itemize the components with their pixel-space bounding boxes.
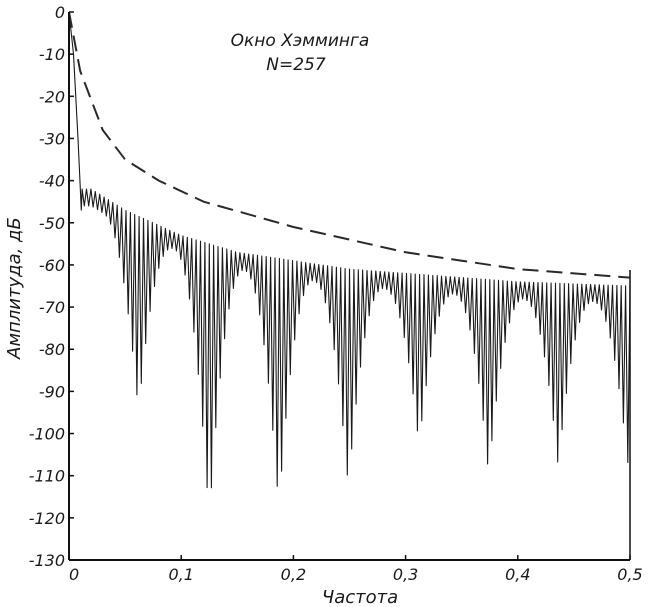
- y-tick-label: -50: [39, 214, 65, 233]
- annotation-length: N=257: [266, 55, 326, 75]
- y-tick-label: -30: [39, 129, 65, 148]
- y-tick-label: -120: [29, 509, 65, 528]
- axis-layer: 0 -10 -20 -30 -40 -50 -60 -70 -80 -90 -100 -110 -120…: [29, 3, 643, 584]
- y-tick-label: -90: [39, 382, 65, 401]
- envelope-dashed-curve: [68, 11, 631, 279]
- y-tick-label: -130: [29, 551, 65, 570]
- plot-layer: [68, 11, 631, 489]
- x-axis-title: Частота: [322, 587, 398, 607]
- y-tick-label: -110: [29, 467, 65, 486]
- y-axis-title: Амплитуда, дБ: [4, 217, 25, 360]
- x-tick-label: 0,5: [617, 565, 642, 584]
- y-tick-label: -60: [39, 256, 65, 275]
- y-tick-label: -80: [39, 340, 65, 359]
- y-tick-label: -40: [39, 172, 65, 191]
- y-tick-label: -70: [39, 298, 65, 317]
- y-tick-label: -20: [39, 87, 65, 106]
- x-tick-label: 0,1: [168, 565, 193, 584]
- annotation-window-name: Окно Хэмминга: [231, 31, 370, 51]
- y-tick-label: -10: [39, 45, 65, 64]
- y-tick-label: -100: [29, 425, 65, 444]
- spectrum-curve: [68, 11, 631, 489]
- y-tick-label: 0: [55, 3, 65, 22]
- x-tick-label: 0,3: [393, 565, 418, 584]
- x-tick-label: 0: [69, 565, 79, 584]
- x-tick-label: 0,4: [505, 565, 530, 584]
- x-tick-label: 0,2: [281, 565, 306, 584]
